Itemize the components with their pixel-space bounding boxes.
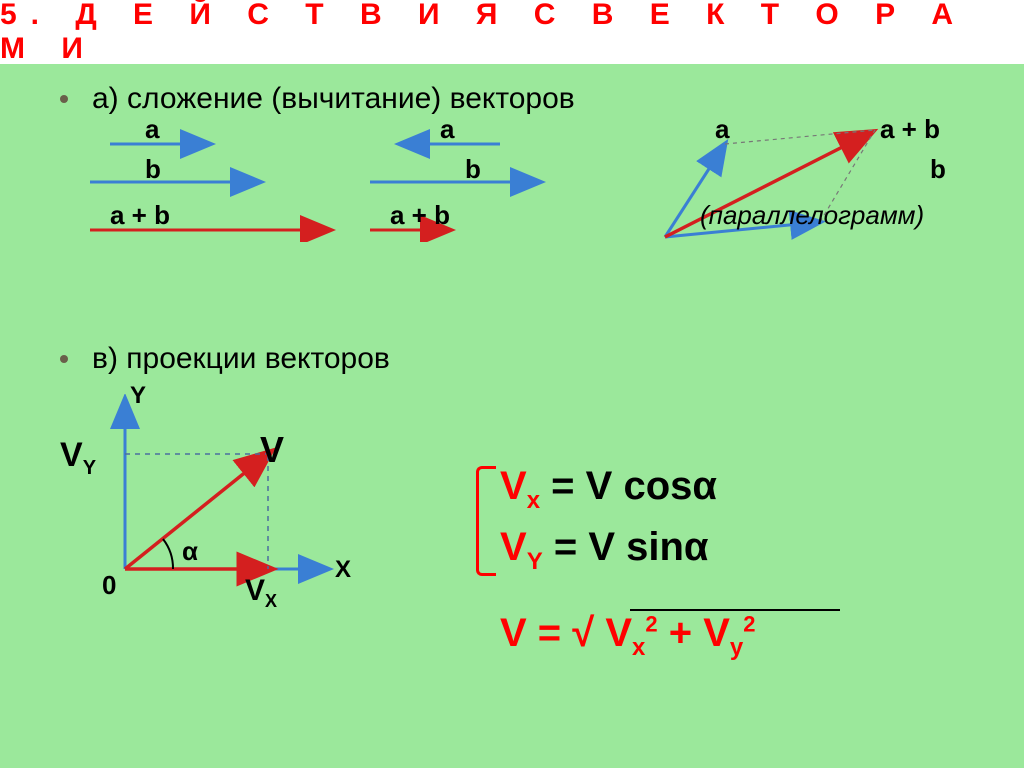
- col2-b-label: b: [465, 154, 481, 185]
- vy-lhs: VY: [500, 525, 543, 569]
- title-bar: 5. Д Е Й С Т В И Я С В Е К Т О Р А М И: [0, 0, 1024, 64]
- y-axis-label: Y: [130, 382, 146, 410]
- mag-vx: Vx2: [605, 611, 657, 655]
- bullet-icon: [60, 95, 68, 103]
- section-a-heading: а) сложение (вычитание) векторов: [60, 82, 984, 116]
- vx-rhs: V cos: [586, 464, 693, 508]
- col3-b-label: b: [930, 154, 946, 185]
- diagram-col3: a a + b b (параллелограмм): [650, 122, 1020, 257]
- col3-svg: [650, 122, 910, 252]
- origin-label: 0: [102, 570, 116, 601]
- col2-a-label: a: [440, 114, 454, 145]
- angle-label: α: [182, 536, 198, 567]
- col3-ab-label: a + b: [880, 114, 940, 145]
- vy-alpha: α: [684, 525, 709, 569]
- bullet-icon: [60, 355, 68, 363]
- vy-eq: =: [554, 525, 588, 569]
- col1-a-label: a: [145, 114, 159, 145]
- section-a-text: а) сложение (вычитание) векторов: [92, 82, 575, 116]
- vx-eq: =: [551, 464, 585, 508]
- formula-vx: Vx = V cosα: [500, 464, 756, 515]
- formula-magnitude: V = √ Vx2 + Vy2: [500, 611, 756, 662]
- bracket-icon: [476, 466, 496, 576]
- col1-b-label: b: [145, 154, 161, 185]
- diagram-col2: a b a + b: [370, 122, 630, 247]
- formulas-block: Vx = V cosα VY = V sinα V = √ Vx2 + Vy2: [500, 464, 756, 672]
- sqrt-overline: [630, 609, 840, 611]
- mag-vy: Vy2: [703, 611, 755, 655]
- vy-rhs: V sin: [588, 525, 684, 569]
- vx-alpha: α: [692, 464, 717, 508]
- slide-title: 5. Д Е Й С Т В И Я С В Е К Т О Р А М И: [0, 0, 1024, 66]
- section-b-heading: в) проекции векторов: [60, 342, 984, 376]
- formula-vy: VY = V sinα: [500, 525, 756, 576]
- col3-a-label: a: [715, 114, 729, 145]
- vx-lhs: Vx: [500, 464, 540, 508]
- diagram-col1: a b a + b: [90, 122, 350, 247]
- col1-sum-label: a + b: [110, 200, 170, 231]
- mag-prefix: V = √: [500, 611, 605, 655]
- projection-diagram: Y X 0 VY V VX α: [60, 394, 360, 619]
- col2-sum-label: a + b: [390, 200, 450, 231]
- slide: 5. Д Е Й С Т В И Я С В Е К Т О Р А М И а…: [0, 0, 1024, 768]
- v-label: V: [260, 429, 284, 471]
- col3-note: (параллелограмм): [700, 200, 924, 231]
- mag-plus: +: [658, 611, 704, 655]
- vy-label: VY: [60, 436, 96, 480]
- section-a-diagrams: a b a + b a b a + b: [60, 122, 984, 292]
- vx-label: VX: [245, 574, 277, 612]
- x-axis-label: X: [335, 556, 351, 584]
- content-area: а) сложение (вычитание) векторов: [0, 64, 1024, 768]
- section-b-text: в) проекции векторов: [92, 342, 390, 376]
